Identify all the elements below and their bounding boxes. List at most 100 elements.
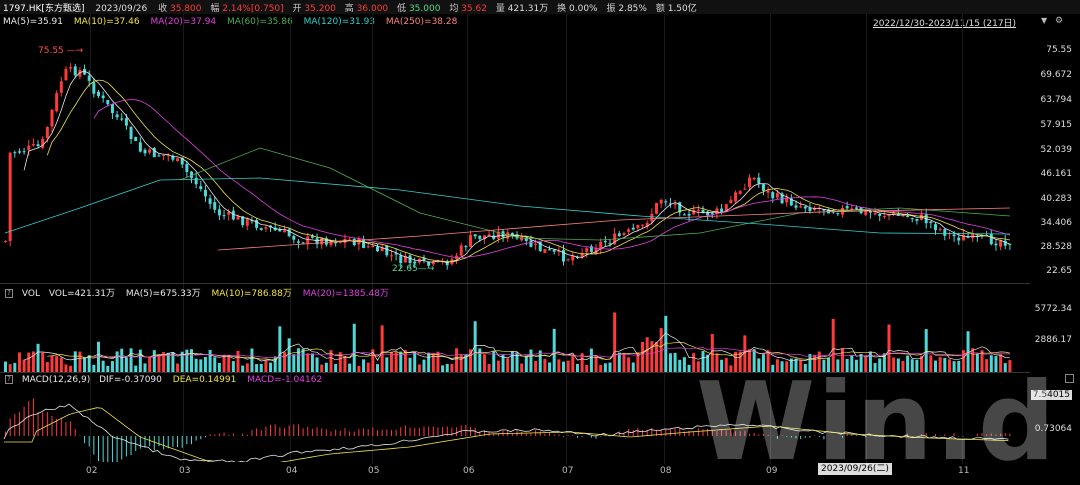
- volume-bar: [506, 358, 510, 372]
- candle-body: [603, 240, 607, 243]
- date-range-selector[interactable]: 2022/12/30-2023/11/15 (217日): [873, 16, 1016, 29]
- candle-body: [538, 241, 542, 252]
- candle-body: [287, 229, 291, 237]
- volume-bar: [464, 354, 468, 372]
- candle-body: [878, 213, 882, 216]
- volume-bar: [87, 355, 91, 372]
- volume-bar: [543, 359, 547, 372]
- candle-body: [701, 209, 705, 213]
- volume-bar: [566, 360, 570, 372]
- volume-bar: [4, 361, 7, 372]
- candle-body: [338, 241, 342, 243]
- candle-body: [706, 211, 710, 216]
- volume-bar: [752, 349, 756, 372]
- candle-body: [190, 171, 193, 178]
- volume-bar: [352, 323, 356, 372]
- grid-line: [770, 14, 771, 464]
- volume-bar: [915, 359, 919, 372]
- candle-body: [478, 235, 482, 239]
- volume-bar: [431, 353, 435, 372]
- dropdown-triangle-icon[interactable]: ▼: [1041, 16, 1048, 25]
- candle-body: [650, 213, 654, 222]
- macd-tick: 7.54015: [1030, 390, 1072, 400]
- candle-body: [636, 225, 640, 229]
- volume-bar: [487, 364, 491, 372]
- candle-body: [752, 177, 756, 180]
- volume-bar: [520, 363, 524, 372]
- candle-body: [227, 212, 231, 215]
- volume-bar: [455, 348, 459, 372]
- volume-chart[interactable]: [0, 302, 1030, 372]
- volume-bar: [836, 359, 840, 372]
- volume-bar: [208, 349, 212, 372]
- candle-body: [4, 240, 7, 242]
- volume-bar: [231, 361, 235, 372]
- volume-bar: [427, 352, 431, 372]
- candle-body: [245, 218, 249, 226]
- price-tick: 69.672: [1040, 70, 1073, 80]
- candle-body: [887, 214, 891, 216]
- candle-body: [529, 240, 533, 247]
- candle-body: [17, 151, 21, 153]
- candle-body: [64, 68, 68, 81]
- x-tick: 07: [562, 466, 574, 476]
- avg-label: 均: [449, 4, 459, 14]
- vol-legend: ? VOL VOL=421.31万 MA(5)=675.33万 MA(10)=7…: [5, 286, 389, 299]
- volume-bar: [924, 329, 928, 372]
- volume-bar: [399, 351, 403, 372]
- volume-bar: [343, 357, 347, 372]
- volume-bar: [678, 359, 682, 372]
- candle-body: [166, 155, 170, 157]
- macd-tick: 0.73064: [1034, 424, 1072, 434]
- candle-body: [687, 214, 691, 216]
- help-icon[interactable]: ?: [5, 375, 13, 384]
- volume-bar: [1003, 363, 1007, 372]
- x-tick: 05: [368, 466, 380, 476]
- candle-body: [185, 163, 189, 172]
- candle-body: [324, 238, 328, 245]
- dif-line: [3, 403, 1009, 462]
- candle-body: [348, 239, 352, 241]
- vol-tick: 2886.17: [1034, 335, 1072, 345]
- macd-chart[interactable]: [0, 390, 1030, 462]
- settings-gear-icon[interactable]: ⚙: [1055, 16, 1064, 26]
- volume-bar: [794, 358, 798, 372]
- grid-line: [664, 14, 665, 464]
- candle-body: [794, 205, 798, 208]
- volume-bar: [562, 361, 565, 372]
- help-icon[interactable]: ?: [5, 289, 13, 298]
- volume-bar: [766, 350, 770, 372]
- volume-bar: [269, 362, 273, 372]
- panel-resize-icon[interactable]: [1065, 374, 1074, 383]
- volume-bar: [557, 359, 561, 372]
- volume-bar: [348, 363, 352, 372]
- macd-value-legend: MACD=-1.04162: [247, 375, 323, 385]
- volume-bar: [385, 357, 389, 372]
- volume-bar: [250, 348, 254, 372]
- vol-ma5-line: [23, 332, 1010, 362]
- candle-body: [213, 202, 217, 210]
- candle-body: [203, 189, 207, 197]
- candle-body: [854, 207, 858, 209]
- candle-body: [938, 228, 942, 230]
- volume-bar: [920, 355, 924, 372]
- candle-body: [296, 241, 300, 243]
- volume-bar: [947, 359, 951, 372]
- candle-body: [850, 208, 854, 210]
- volume-bar: [613, 312, 617, 372]
- candle-body: [59, 81, 63, 93]
- candle-body: [27, 145, 31, 150]
- volume-bar: [682, 357, 686, 372]
- vol-legend-value: VOL=421.31万: [48, 289, 115, 299]
- ma10-legend: MA(10)=37.46: [73, 17, 140, 27]
- volume-bar: [8, 364, 12, 372]
- volume-bar: [41, 352, 45, 372]
- panel-divider: [0, 372, 1030, 373]
- volume-bar: [515, 352, 519, 372]
- volume-bar: [789, 358, 793, 372]
- candle-body: [50, 109, 54, 127]
- volume-bar: [720, 359, 724, 372]
- volume-bar: [966, 331, 970, 372]
- ma5-legend: MA(5)=35.91: [3, 17, 63, 27]
- price-chart[interactable]: [0, 28, 1030, 283]
